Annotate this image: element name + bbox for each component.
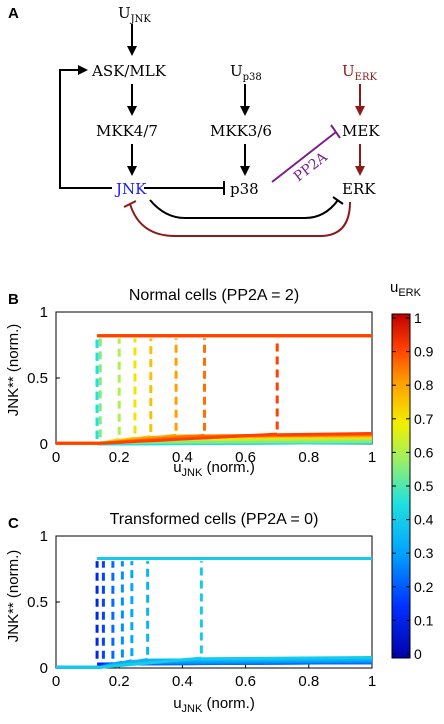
colorbar-tick-label: 0.7: [414, 411, 434, 427]
mkk47-node: MKK4/7: [96, 122, 158, 140]
jnk-node: JNK: [114, 180, 147, 198]
lower-branch-tail: [100, 439, 373, 445]
panel-b-title: Normal cells (PP2A = 2): [129, 287, 299, 304]
p38-node: p38: [230, 180, 259, 198]
colorbar: uERK 1 0.9 0.8 0.7 0.6 0.5 0.4 0.3 0.2 0.1 0: [390, 279, 434, 662]
x-tick-label: 0.4: [172, 449, 193, 466]
panel-b-chart: B Normal cells (PP2A = 2) JNK** (norm.) …: [5, 287, 376, 479]
panel-b-xlabel: uJNK (norm.): [173, 459, 255, 479]
inhibit-jnk-to-erk: [149, 199, 339, 219]
colorbar-tick-label: 0.8: [414, 377, 434, 393]
inhibit-bar-jnk: [123, 200, 137, 208]
erk-node: ERK: [342, 180, 376, 198]
x-tick-label: 0.6: [235, 449, 256, 466]
x-tick-label: 0.8: [298, 673, 319, 690]
colorbar-tick-label: 0.4: [414, 512, 434, 528]
mek-node: MEK: [342, 122, 380, 140]
x-tick-label: 1: [368, 449, 376, 466]
inhibit-bar-mek: [330, 124, 341, 139]
y-tick-label: 0.5: [27, 594, 48, 611]
colorbar-tick-label: 1: [414, 310, 422, 326]
colorbar-tick-label: 0.9: [414, 344, 434, 360]
lower-branch-line: [56, 656, 202, 669]
y-tick-label: 1: [40, 304, 48, 321]
colorbar-tick-label: 0.2: [414, 579, 434, 595]
inhibit-bar-erk: [332, 196, 344, 205]
panel-b-label: B: [8, 291, 19, 308]
x-tick-label: 1: [368, 673, 376, 690]
lower-branch-tail: [201, 655, 373, 661]
colorbar-label: uERK: [390, 279, 422, 299]
colorbar-tick-label: 0: [414, 646, 422, 662]
x-tick-label: 0: [52, 673, 60, 690]
x-tick-label: 0.2: [109, 673, 130, 690]
x-tick-label: 0.4: [172, 673, 193, 690]
panel-b-ylabel: JNK** (norm.): [5, 324, 22, 417]
panel-c-xlabel: uJNK (norm.): [173, 695, 255, 715]
feedback-loop-jnk-to-ask: [59, 65, 112, 189]
colorbar-tick-label: 0.3: [414, 545, 434, 561]
panel-a-diagram: A UJNK ASK/MLK MKK4/7 JNK Up38 MKK3/6 p3…: [8, 4, 380, 237]
y-tick-label: 1: [40, 528, 48, 545]
u-jnk-node: UJNK: [118, 4, 151, 25]
x-tick-label: 0.2: [109, 449, 130, 466]
axes-frame: [55, 311, 373, 445]
lower-branch-line: [56, 432, 278, 445]
colorbar-ticks: 1 0.9 0.8 0.7 0.6 0.5 0.4 0.3 0.2 0.1 0: [392, 310, 434, 662]
ask-mlk-node: ASK/MLK: [91, 62, 167, 80]
u-erk-node: UERK: [342, 62, 377, 83]
panel-c-ylabel: JNK** (norm.): [5, 550, 22, 643]
colorbar-tick-label: 0.1: [414, 612, 434, 628]
inhibit-pp2a-to-mek: [271, 131, 337, 183]
colorbar-tick-label: 0.5: [414, 478, 434, 494]
y-tick-label: 0: [40, 660, 48, 677]
x-tick-label: 0: [52, 449, 60, 466]
lower-branch-tail: [277, 431, 373, 437]
panel-c-chart: C Transformed cells (PP2A = 0) JNK** (no…: [5, 511, 376, 715]
panel-a-label: A: [8, 5, 19, 22]
panel-c-title: Transformed cells (PP2A = 0): [110, 511, 319, 528]
mkk36-node: MKK3/6: [210, 122, 272, 140]
y-tick-label: 0: [40, 436, 48, 453]
colorbar-tick-label: 0.6: [414, 444, 434, 460]
panel-c-label: C: [8, 515, 19, 532]
x-tick-label: 0.6: [235, 673, 256, 690]
panel-c-plot-area: 0 0.2 0.4 0.6 0.8 1 0 0.5 1: [27, 528, 376, 690]
u-p38-node: Up38: [230, 62, 262, 83]
inhibit-erk-to-jnk: [129, 201, 351, 237]
panel-b-plot-area: 0 0.2 0.4 0.6 0.8 1 0 0.5 1: [27, 304, 376, 466]
y-tick-label: 0.5: [27, 370, 48, 387]
pp2a-label: PP2A: [291, 149, 331, 185]
x-tick-label: 0.8: [298, 449, 319, 466]
